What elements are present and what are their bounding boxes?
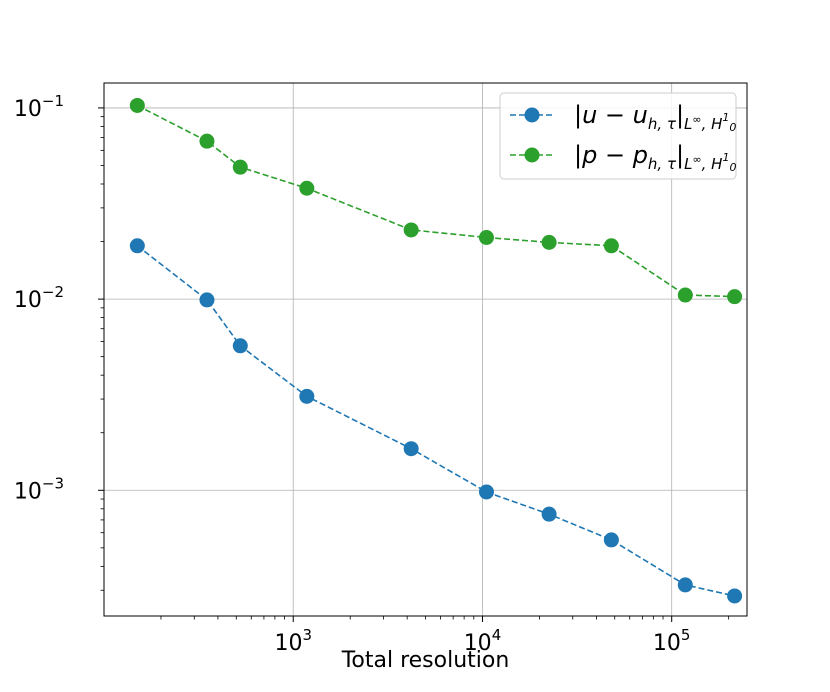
- series-layer: [129, 97, 743, 604]
- legend-label-1: |u − uh, τ|L∞, H10: [574, 101, 736, 134]
- legend-marker-1: [524, 107, 540, 123]
- y-tick-label: 10−3: [14, 474, 64, 504]
- legend: |u − uh, τ|L∞, H10 |p − ph, τ|L∞, H10: [499, 92, 737, 180]
- series-2-point: [299, 180, 315, 196]
- y-tick-label: 10−1: [14, 92, 64, 122]
- series-1-point: [299, 388, 315, 404]
- series-2-point: [727, 289, 743, 305]
- x-axis-label: Total resolution: [341, 648, 510, 673]
- x-tick-label: 104: [464, 626, 502, 656]
- x-tick-label: 103: [274, 626, 312, 656]
- series-1-point: [129, 238, 145, 254]
- series-2-point: [232, 159, 248, 175]
- legend-marker-2: [524, 147, 540, 163]
- x-tick-label: 105: [653, 626, 691, 656]
- series-1-point: [478, 484, 494, 500]
- series-2-point: [199, 133, 215, 149]
- series-1-point: [677, 577, 693, 593]
- legend-box: [499, 92, 737, 180]
- y-tick-label: 10−2: [14, 283, 64, 313]
- series-1-point: [603, 532, 619, 548]
- series-2-point: [129, 97, 145, 113]
- series-2-point: [478, 229, 494, 245]
- series-2-point: [677, 287, 693, 303]
- series-1-point: [727, 588, 743, 604]
- legend-label-2: |p − ph, τ|L∞, H10: [574, 141, 736, 174]
- series-line-2: [136, 104, 735, 298]
- series-line-1: [136, 245, 735, 597]
- ticks: 103 104 105 10−1 10−2 10−3: [14, 92, 730, 656]
- series-1-point: [199, 292, 215, 308]
- series-2-point: [603, 238, 619, 254]
- series-1-point: [232, 338, 248, 354]
- series-1-point: [541, 506, 557, 522]
- series-1-point: [403, 441, 419, 457]
- series-2-point: [403, 222, 419, 238]
- series-2-point: [541, 234, 557, 250]
